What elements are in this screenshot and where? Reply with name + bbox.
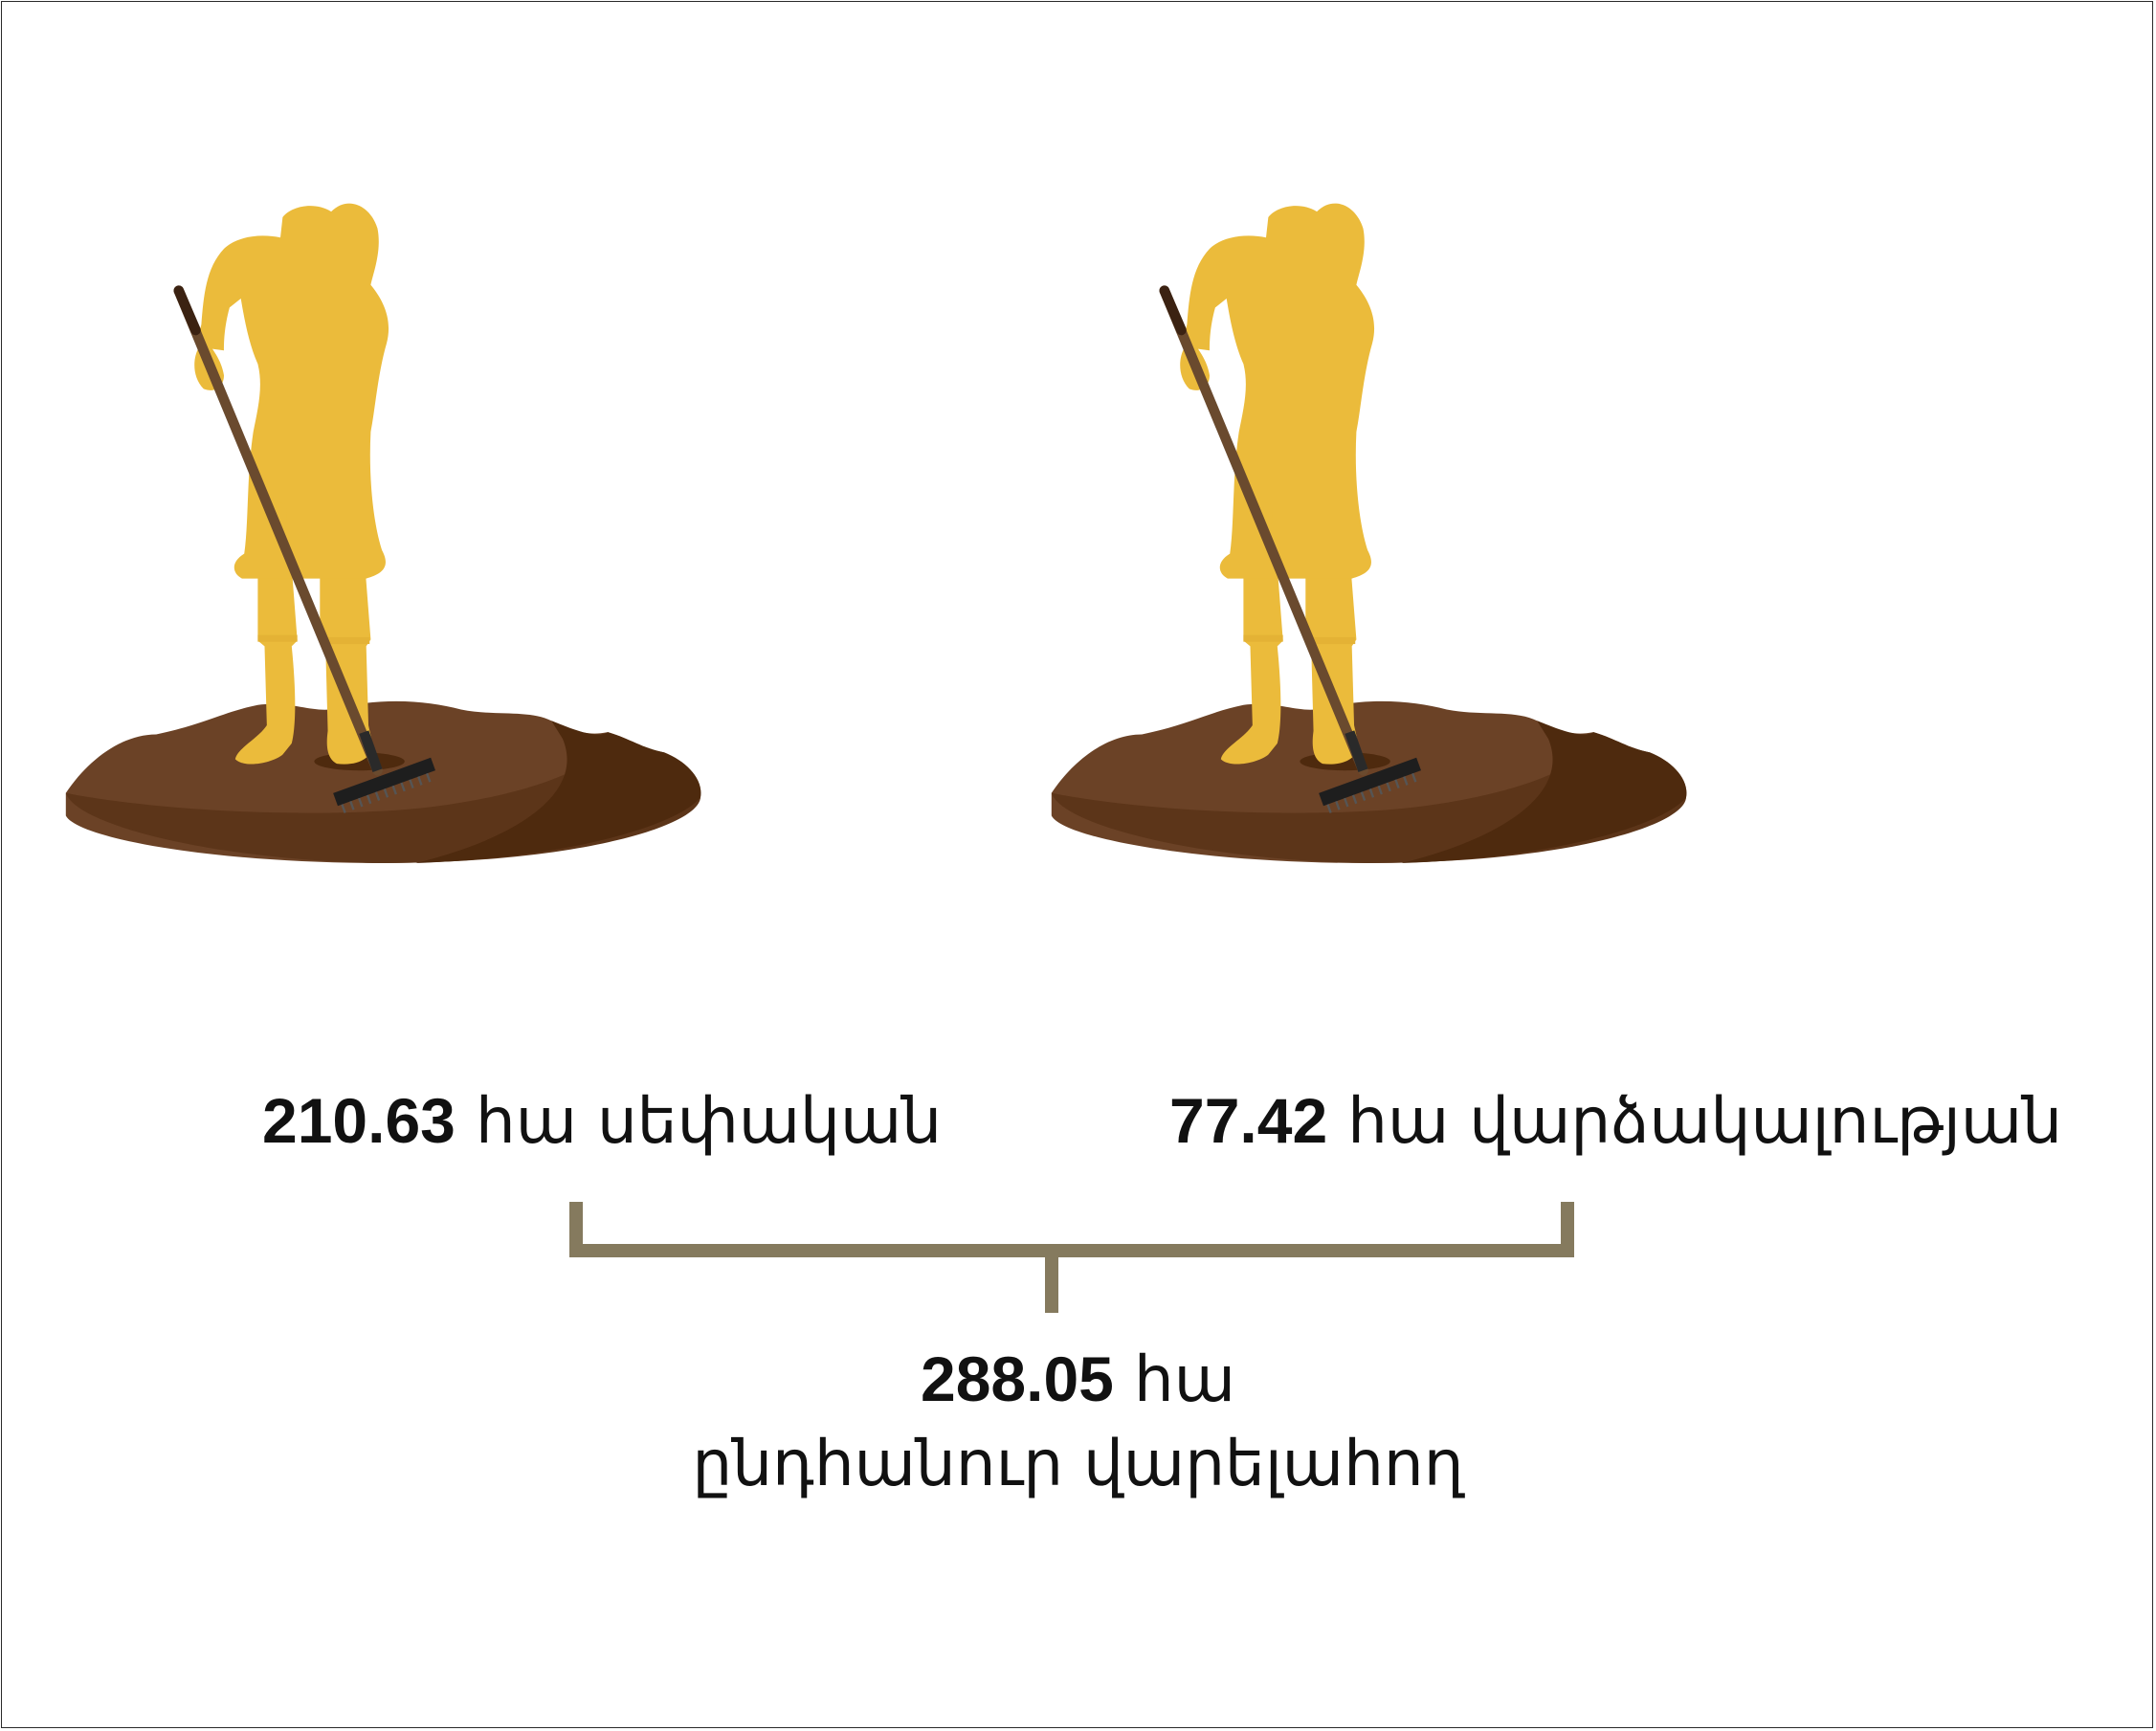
total-land-desc: ընդհանուր վարելահող — [692, 1427, 1464, 1500]
leased-land-desc: վարձակալության — [1469, 1084, 2062, 1158]
own-land-unit: հա — [475, 1084, 577, 1158]
leased-land-label: 77.42 հա վարձակալության — [1169, 1089, 2062, 1153]
total-land-value: 288.05 — [921, 1343, 1114, 1414]
total-land-label: 288.05 հա — [0, 1347, 2156, 1411]
total-land-unit: հա — [1133, 1343, 1235, 1416]
farmer-raking-icon-left — [66, 204, 701, 863]
own-land-desc: սեփական — [596, 1084, 943, 1158]
sum-bracket — [569, 1202, 1574, 1313]
leased-land-unit: հա — [1347, 1084, 1450, 1158]
own-land-label: 210.63 հա սեփական — [262, 1089, 942, 1153]
own-land-value: 210.63 — [262, 1085, 456, 1156]
leased-land-value: 77.42 — [1169, 1085, 1328, 1156]
farmer-raking-icon-right — [1052, 204, 1687, 863]
